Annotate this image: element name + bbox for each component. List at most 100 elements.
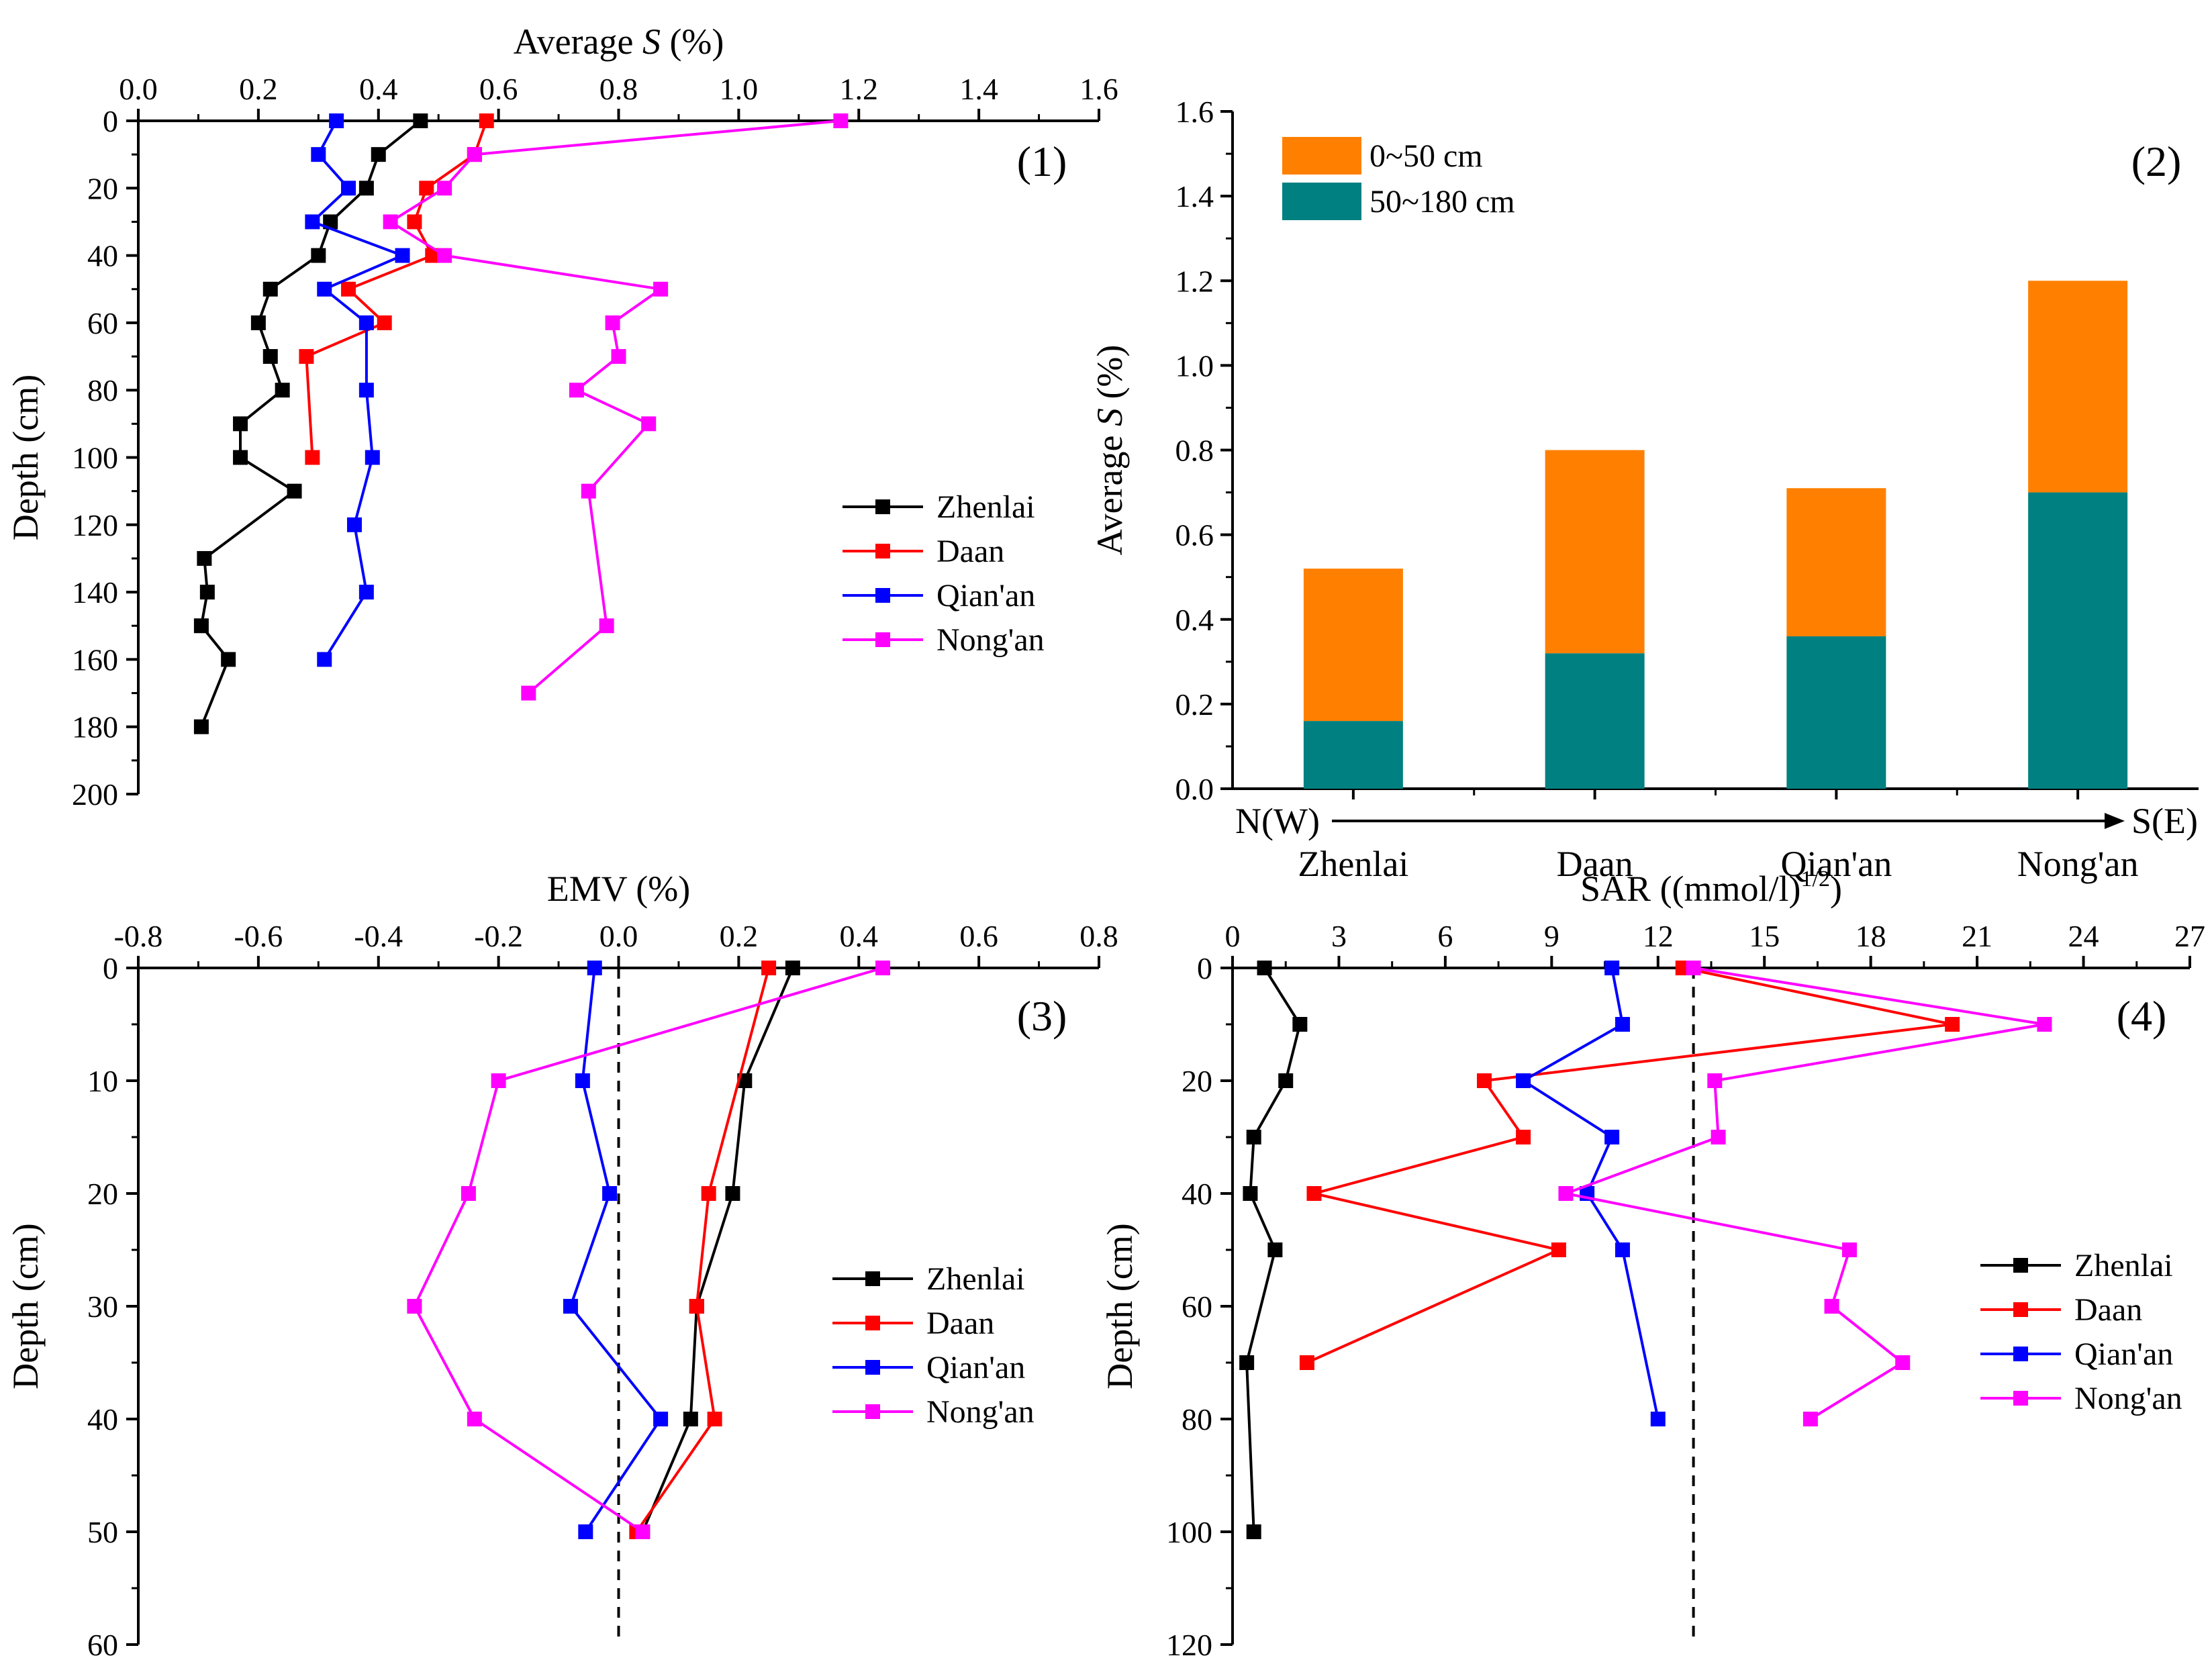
series-line-qian-an [569, 967, 663, 1533]
panel-label: (3) [1017, 992, 1067, 1040]
data-point-daan [689, 1299, 704, 1314]
data-point-nong-an [599, 618, 614, 634]
data-point-qian-an [358, 585, 374, 600]
y-tick-label: 180 [72, 710, 118, 744]
y-tick-label: 1.2 [1175, 264, 1214, 298]
category-label-daan: Daan [1557, 844, 1633, 884]
data-point-qian-an [1615, 1242, 1630, 1257]
y-tick-label: 1.0 [1175, 348, 1214, 383]
x-tick-label: 24 [2068, 919, 2099, 953]
data-point-qian-an [1650, 1412, 1666, 1426]
y-tick-label: 40 [1182, 1177, 1212, 1211]
data-point-qian-an [358, 383, 374, 398]
panel-4-depth-profile-sar: 0 3 6 9 12 15 18 21 24 27 0 20 40 60 80 100 120 SAR ((mmo… [1100, 867, 2205, 1660]
legend-label-zhenlai: Zhenlai [2074, 1248, 2173, 1283]
data-point-zhenlai [193, 618, 209, 634]
data-point-zhenlai [199, 585, 215, 600]
bar-0-50-cm-qian-an [1786, 488, 1886, 636]
x-axis-title-part: Average [514, 21, 642, 62]
y-tick-label: 80 [1182, 1402, 1212, 1436]
legend-marker-nong-an [2013, 1391, 2028, 1406]
data-point-zhenlai [287, 483, 302, 499]
x-tick-label: 0.4 [840, 919, 879, 953]
x-tick-label: 1.6 [1079, 72, 1118, 106]
y-tick-label: 1.6 [1175, 95, 1214, 129]
x-tick-label: 15 [1749, 919, 1780, 953]
bar-0-50-cm-zhenlai [1303, 569, 1403, 722]
series-line-zhenlai [641, 967, 794, 1532]
x-tick-label: 1.4 [959, 72, 998, 106]
series-line-zhenlai [1245, 967, 1302, 1532]
legend-label-zhenlai: Zhenlai [926, 1261, 1025, 1297]
direction-label-east: S(E) [2131, 801, 2198, 841]
panel-label: (4) [2117, 992, 2167, 1040]
data-point-qian-an [305, 214, 320, 230]
legend-label-nong-an: Nong'an [926, 1394, 1035, 1430]
data-point-qian-an [653, 1412, 669, 1426]
x-tick-label: 0.6 [959, 919, 998, 953]
data-point-daan [407, 214, 422, 230]
data-point-nong-an [581, 483, 596, 499]
data-point-zhenlai [1246, 1524, 1261, 1539]
x-tick-label: 6 [1437, 919, 1453, 953]
x-tick-label: 3 [1331, 919, 1347, 953]
data-point-zhenlai [311, 248, 326, 263]
legend: 0~50 cm 50~180 cm [1282, 137, 1515, 220]
data-point-zhenlai [1243, 1186, 1258, 1201]
category-label-qian-an: Qian'an [1781, 844, 1892, 884]
data-point-zhenlai [275, 383, 290, 398]
data-point-nong-an [383, 214, 398, 230]
y-tick-label: 20 [87, 1177, 118, 1211]
data-point-nong-an [641, 416, 657, 432]
panel-2-stacked-bar-average-s: 0.0 0.2 0.4 0.6 0.8 1.0 1.2 1.4 1.6 Average S (%)… [1090, 95, 2199, 884]
data-point-zhenlai [725, 1186, 740, 1201]
y-tick-label: 0 [1197, 951, 1212, 985]
legend-label-daan: Daan [926, 1306, 994, 1341]
data-point-nong-an [521, 685, 536, 701]
bar-50-180-cm-nong-an [2028, 492, 2128, 789]
data-point-qian-an [365, 450, 380, 465]
legend-label-50-180-cm: 50~180 cm [1369, 184, 1515, 219]
data-point-zhenlai [1267, 1242, 1283, 1257]
y-tick-label: 10 [87, 1064, 118, 1098]
y-axis-title-part: Average [1090, 426, 1130, 555]
data-point-qian-an [575, 1073, 590, 1088]
data-point-daan [1945, 1017, 1960, 1032]
y-tick-label: 0.4 [1175, 603, 1214, 637]
data-point-nong-an [833, 113, 849, 128]
x-axis-title: Average S (%) [514, 21, 724, 62]
data-point-nong-an [491, 1073, 506, 1088]
data-point-qian-an [1604, 961, 1620, 975]
y-tick-label: 160 [72, 642, 118, 677]
data-point-zhenlai [262, 281, 278, 297]
y-tick-label: 40 [87, 1402, 118, 1436]
x-tick-label: 0.2 [239, 72, 278, 106]
y-tick-label: 80 [87, 373, 118, 407]
panel-label: (1) [1017, 138, 1067, 185]
legend-label-daan: Daan [936, 534, 1004, 569]
y-tick-label: 120 [72, 508, 118, 542]
x-tick-label: 9 [1544, 919, 1559, 953]
y-tick-label: 200 [72, 777, 118, 812]
category-label-zhenlai: Zhenlai [1298, 844, 1408, 884]
data-point-qian-an [587, 961, 602, 975]
data-point-zhenlai [1292, 1017, 1308, 1032]
data-point-nong-an [569, 383, 584, 398]
data-point-daan [707, 1412, 722, 1426]
data-point-zhenlai [358, 181, 374, 196]
data-point-qian-an [563, 1299, 578, 1314]
legend-marker-qian-an [865, 1360, 880, 1375]
y-tick-label: 0.6 [1175, 518, 1214, 552]
x-axis-title-part: (%) [661, 21, 724, 62]
legend-marker-daan [875, 544, 890, 558]
data-point-daan [1551, 1242, 1566, 1257]
x-tick-label: 0.0 [599, 919, 638, 953]
data-point-nong-an [1841, 1242, 1857, 1257]
data-point-qian-an [311, 147, 326, 162]
data-point-zhenlai [1239, 1355, 1255, 1370]
x-axis-title: SAR ((mmol/l)1/2) [1580, 867, 1842, 909]
x-tick-label: 0.2 [720, 919, 759, 953]
x-axis-title-part: SAR ((mmol/l) [1580, 869, 1801, 909]
y-axis-title: Depth (cm) [5, 1223, 46, 1389]
legend-marker-zhenlai [865, 1271, 880, 1286]
